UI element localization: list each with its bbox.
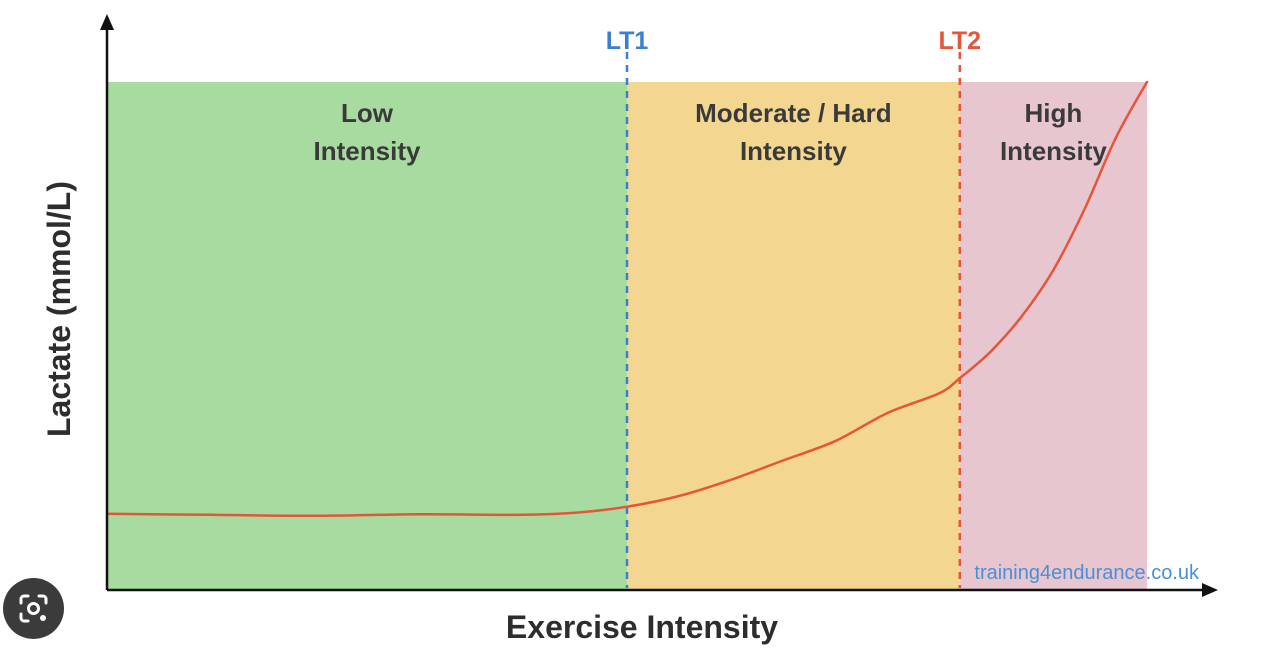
lt2-label: LT2 — [939, 27, 982, 55]
x-axis-title: Exercise Intensity — [506, 609, 778, 645]
lens-search-icon — [19, 594, 48, 623]
zone-moderate-hard-band — [627, 82, 960, 590]
zone-high-label-line1: High — [1025, 98, 1083, 128]
lactate-curve — [105, 80, 1149, 518]
zone-moderate-hard-label-line2: Intensity — [740, 136, 847, 166]
y-axis-title: Lactate (mmol/L) — [41, 181, 77, 437]
zone-high-label-line2: Intensity — [1000, 136, 1107, 166]
zone-low-band — [107, 82, 627, 590]
lt1-label: LT1 — [606, 27, 649, 55]
y-axis-arrow — [100, 14, 114, 30]
zone-low-label-line2: Intensity — [314, 136, 421, 166]
lactate-series — [105, 80, 1149, 518]
zone-low-label-line1: Low — [341, 98, 394, 128]
zone-moderate-hard-label-line1: Moderate / Hard — [695, 98, 892, 128]
watermark: training4endurance.co.uk — [974, 562, 1200, 584]
axes — [100, 14, 1218, 597]
lens-search-button[interactable] — [3, 578, 64, 639]
x-axis-arrow — [1202, 583, 1218, 597]
zone-high-band — [959, 82, 1147, 590]
threshold-lines: LT1 LT2 — [606, 27, 981, 588]
intensity-zones: Low Intensity Moderate / Hard Intensity High… — [107, 82, 1147, 590]
